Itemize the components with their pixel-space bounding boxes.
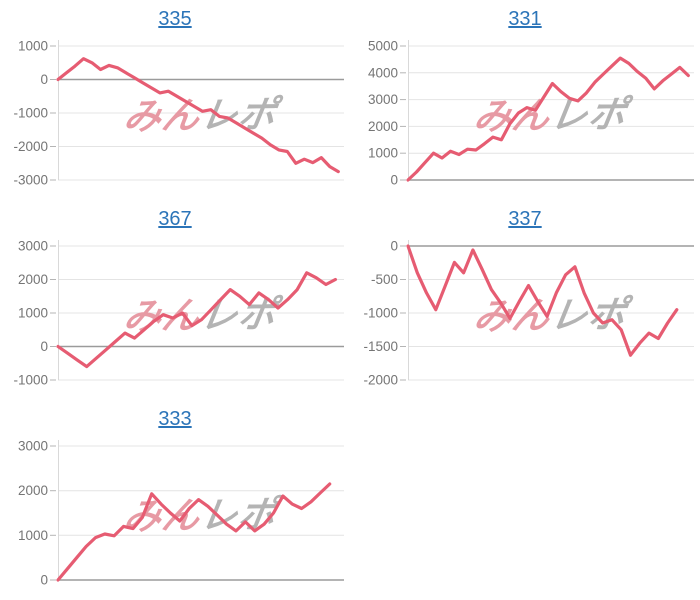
chart-grid: 1000 0 -1000 -2000 -3000 [13,39,344,188]
chart-grid: 5000 4000 3000 2000 1000 0 [368,39,694,188]
chart-line [56,57,340,174]
svg-text:-500: -500 [371,272,398,287]
chart-panel-335: 335 1000 0 -1000 -2000 -3000 みんレポ [0,0,350,200]
chart-title-row: 337 [350,206,700,234]
chart-line [406,56,690,182]
svg-text:2000: 2000 [18,272,48,287]
chart-title-row: 335 [0,6,350,34]
svg-text:1000: 1000 [368,146,398,161]
svg-text:-1000: -1000 [363,306,398,321]
svg-text:3000: 3000 [18,239,48,254]
svg-text:1000: 1000 [18,528,48,543]
chart-title-link[interactable]: 331 [508,8,542,30]
svg-text:1000: 1000 [18,306,48,321]
svg-text:-1000: -1000 [13,373,48,388]
chart-title-link[interactable]: 333 [158,408,192,430]
svg-text:5000: 5000 [368,39,398,54]
svg-text:0: 0 [40,72,48,87]
svg-text:0: 0 [390,239,398,254]
chart-title-link[interactable]: 335 [158,8,192,30]
svg-text:-3000: -3000 [13,173,48,188]
chart-grid: 3000 2000 1000 0 -1000 [13,239,344,388]
svg-text:2000: 2000 [368,119,398,134]
chart-title-row: 331 [350,6,700,34]
chart-plot-area: 1000 0 -1000 -2000 -3000 みんレポ [0,34,350,196]
chart-title-row: 333 [0,406,350,434]
chart-plot-area: 3000 2000 1000 0 みんレポ [0,434,350,596]
svg-text:1000: 1000 [18,39,48,54]
svg-text:-2000: -2000 [363,373,398,388]
chart-plot-area: 3000 2000 1000 0 -1000 みんレポ [0,234,350,396]
svg-text:0: 0 [390,173,398,188]
chart-line [406,244,679,357]
chart-title-link[interactable]: 367 [158,208,192,230]
svg-text:-1500: -1500 [363,339,398,354]
chart-line [56,271,337,369]
svg-text:3000: 3000 [18,439,48,454]
svg-text:-1000: -1000 [13,106,48,121]
svg-text:2000: 2000 [18,483,48,498]
chart-panel-337: 337 0 -500 -1000 -1500 -2000 みんレポ [350,200,700,400]
svg-text:3000: 3000 [368,92,398,107]
chart-title-row: 367 [0,206,350,234]
svg-text:4000: 4000 [368,65,398,80]
chart-plot-area: 0 -500 -1000 -1500 -2000 みんレポ [350,234,700,396]
chart-title-link[interactable]: 337 [508,208,542,230]
chart-grid: 0 -500 -1000 -1500 -2000 [363,239,694,388]
chart-panel-331: 331 5000 4000 3000 2000 1000 0 みんレポ [350,0,700,200]
chart-panel-367: 367 3000 2000 1000 0 -1000 みんレポ [0,200,350,400]
svg-text:0: 0 [40,573,48,588]
chart-plot-area: 5000 4000 3000 2000 1000 0 みんレポ [350,34,700,196]
chart-line [56,482,332,582]
chart-panel-333: 333 3000 2000 1000 0 みんレポ [0,400,350,600]
svg-text:0: 0 [40,339,48,354]
svg-text:-2000: -2000 [13,139,48,154]
